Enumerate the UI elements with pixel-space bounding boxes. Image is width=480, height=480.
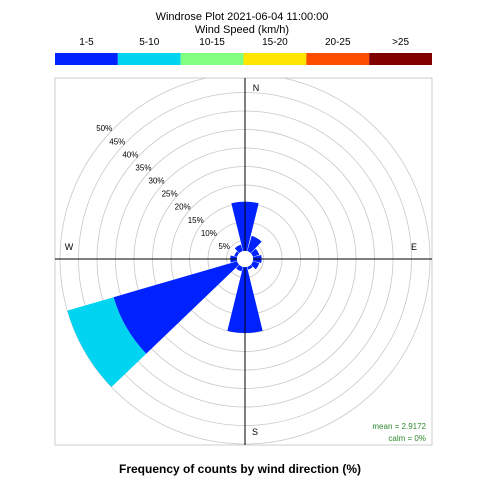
- x-axis-label: Frequency of counts by wind direction (%…: [119, 462, 361, 476]
- legend-swatch-2: [180, 53, 244, 65]
- petal-300-bin-0: [234, 251, 240, 257]
- petal-330-bin-0: [234, 244, 243, 254]
- legend-label-2: 10-15: [199, 37, 225, 48]
- chart-title: Windrose Plot 2021-06-04 11:00:00: [156, 11, 329, 23]
- tick-label-6: 30%: [149, 177, 165, 186]
- tick-label-9: 45%: [109, 137, 125, 146]
- legend-swatch-1: [117, 53, 181, 65]
- petal-210-bin-0: [236, 264, 243, 272]
- legend-swatch-4: [306, 53, 370, 65]
- compass-north: N: [253, 83, 260, 93]
- tick-label-7: 35%: [135, 163, 151, 172]
- legend-swatch-5: [369, 53, 432, 65]
- legend-label-0: 1-5: [79, 37, 94, 48]
- tick-label-5: 25%: [162, 190, 178, 199]
- calm-stat: calm = 0%: [388, 434, 426, 443]
- legend-swatch-0: [55, 53, 118, 65]
- legend-label-1: 5-10: [139, 37, 159, 48]
- legend-label-4: 20-25: [325, 37, 351, 48]
- compass-east: E: [411, 242, 417, 252]
- calm-circle: [236, 250, 254, 268]
- petal-120-bin-0: [250, 261, 260, 270]
- petal-30-bin-0: [247, 235, 262, 254]
- legend-swatch-3: [243, 53, 307, 65]
- petal-240-bin-0: [113, 261, 240, 354]
- petal-240-bin-1: [67, 297, 147, 388]
- compass-west: W: [65, 242, 74, 252]
- tick-label-10: 50%: [96, 124, 112, 133]
- tick-label-2: 10%: [201, 229, 217, 238]
- compass-south: S: [252, 427, 258, 437]
- legend-title: Wind Speed (km/h): [195, 24, 289, 36]
- speed-legend: 1-5 5-10 10-15 15-20 20-25 >25: [55, 37, 432, 65]
- petal-60-bin-0: [250, 248, 260, 257]
- legend-label-5: >25: [392, 37, 409, 48]
- tick-label-8: 40%: [122, 150, 138, 159]
- radial-tick-labels: 5%10% 15% 20% 25% 30% 35% 40% 45% 50%: [96, 124, 230, 251]
- tick-label-3: 15%: [188, 216, 204, 225]
- tick-label-4: 20%: [175, 203, 191, 212]
- mean-stat: mean = 2.9172: [372, 422, 426, 431]
- petal-150-bin-0: [247, 264, 253, 270]
- tick-label-1: 5%: [218, 242, 230, 251]
- legend-label-3: 15-20: [262, 37, 288, 48]
